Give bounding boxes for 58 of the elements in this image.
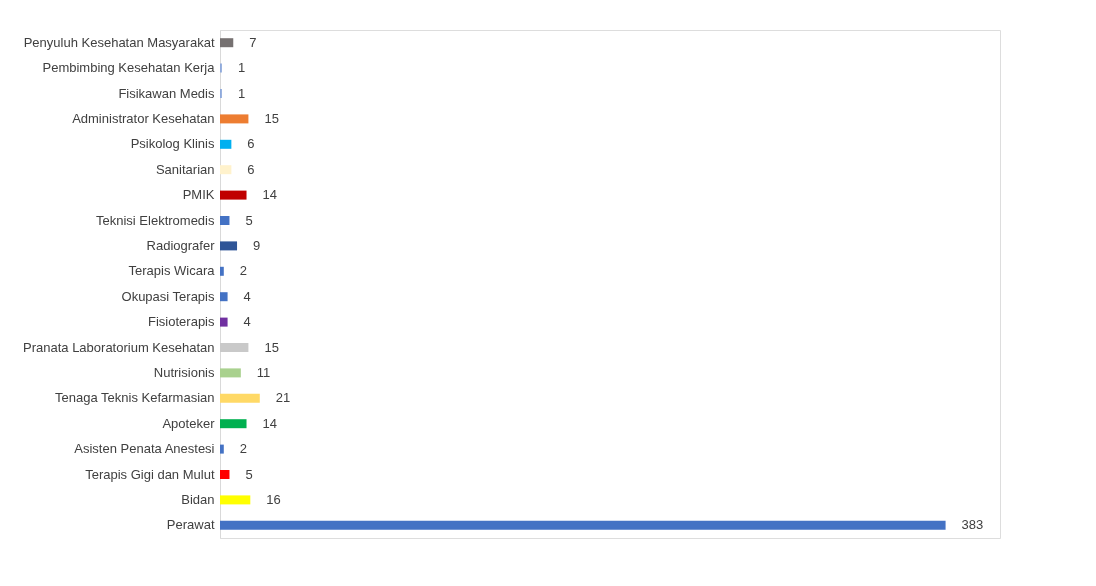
data-label: 2 — [239, 263, 248, 279]
bar — [220, 317, 228, 327]
y-tick-label: Terapis Gigi dan Mulut — [85, 466, 215, 482]
y-tick-label: PMIK — [182, 187, 215, 203]
bar — [220, 368, 241, 378]
y-tick-label: Tenaga Teknis Kefarmasian — [55, 390, 215, 406]
y-tick-label: Asisten Penata Anestesi — [74, 441, 215, 457]
data-label: 9 — [253, 237, 261, 253]
y-tick-label: Okupasi Terapis — [121, 288, 215, 304]
bar — [220, 241, 238, 251]
y-tick-label: Terapis Wicara — [128, 263, 216, 279]
bar — [220, 190, 247, 200]
bar — [220, 38, 234, 48]
data-label: 5 — [245, 212, 253, 228]
data-label: 1 — [237, 60, 246, 76]
data-label: 14 — [262, 187, 277, 203]
data-label: 4 — [243, 288, 251, 304]
y-tick-label: Sanitarian — [155, 161, 215, 177]
data-label: 7 — [249, 34, 257, 50]
data-label: 15 — [264, 110, 279, 126]
y-tick-label: Radiografer — [146, 237, 216, 253]
data-label: 14 — [262, 415, 277, 431]
y-tick-label: Administrator Kesehatan — [72, 110, 215, 126]
y-tick-label: Fisioterapis — [148, 314, 215, 330]
data-label: 6 — [247, 161, 255, 177]
y-tick-label: Nutrisionis — [153, 364, 215, 380]
data-label: 383 — [961, 517, 984, 533]
bar — [220, 165, 232, 175]
y-tick-label: Perawat — [166, 517, 215, 533]
y-tick-label: Bidan — [181, 491, 215, 507]
bar — [220, 495, 251, 505]
data-label: 11 — [256, 364, 271, 380]
bar — [220, 470, 230, 479]
bar — [220, 139, 232, 149]
y-tick-label: Psikolog Klinis — [130, 136, 215, 152]
bar — [220, 520, 946, 530]
data-label: 5 — [245, 466, 253, 482]
bar — [220, 216, 230, 225]
y-tick-label: Pranata Laboratorium Kesehatan — [22, 339, 215, 355]
data-label: 16 — [266, 491, 281, 507]
data-label: 15 — [264, 339, 279, 355]
y-tick-label: Pembimbing Kesehatan Kerja — [42, 60, 216, 76]
data-label: 1 — [237, 85, 246, 101]
y-tick-label: Teknisi Elektromedis — [96, 212, 215, 228]
y-tick-label: Penyuluh Kesehatan Masyarakat — [23, 34, 215, 50]
bar — [220, 343, 249, 352]
bar — [220, 114, 249, 124]
data-label: 6 — [247, 136, 255, 152]
data-label: 2 — [239, 441, 248, 457]
bar — [220, 419, 247, 429]
data-label: 21 — [275, 390, 291, 406]
bar — [220, 444, 224, 454]
y-tick-label: Fisikawan Medis — [118, 85, 215, 101]
bar — [220, 292, 228, 302]
bar — [220, 393, 260, 403]
y-tick-label: Apoteker — [162, 415, 216, 431]
data-label: 4 — [243, 314, 251, 330]
bar — [220, 266, 224, 276]
